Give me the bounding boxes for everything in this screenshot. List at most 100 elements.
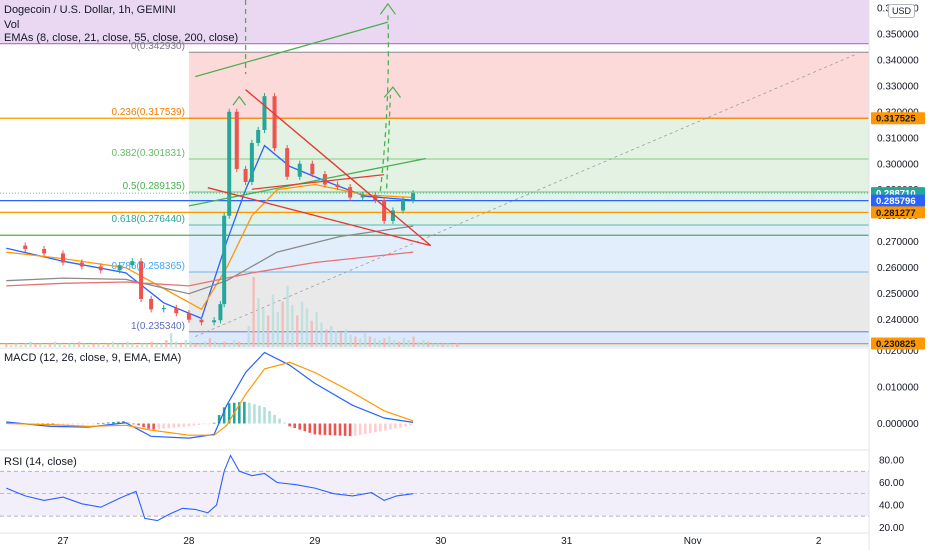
macd-histogram-bar (389, 423, 392, 430)
time-axis-tick: 28 (183, 536, 195, 547)
volume-bar (412, 336, 415, 347)
fib-zone (188, 52, 870, 119)
volume-bar (296, 315, 299, 347)
macd-histogram-bar (263, 407, 266, 424)
price-tag-text: 0.230825 (876, 339, 916, 350)
volume-bar (194, 343, 197, 347)
fib-label: 0(0.342930) (131, 41, 185, 52)
macd-histogram-bar (112, 422, 115, 424)
macd-histogram-bar (313, 423, 317, 435)
volume-bar (407, 340, 410, 347)
macd-histogram-bar (157, 423, 160, 430)
macd-histogram-bar (222, 407, 226, 424)
volume-bar (349, 334, 352, 347)
fib-label: 0.786(0.258365) (112, 261, 185, 272)
candle-body (23, 245, 28, 250)
volume-bar (334, 331, 338, 347)
volume-bar (174, 341, 178, 347)
macd-histogram-bar (107, 422, 110, 424)
macd-histogram-bar (122, 421, 125, 424)
volume-bar (247, 326, 250, 347)
volume-bar (320, 322, 323, 347)
volume-bar (43, 345, 47, 347)
wedge-mid-line (251, 174, 385, 190)
volume-bar (179, 343, 183, 347)
candle-body (174, 308, 179, 314)
macd-histogram-bar (303, 423, 307, 432)
fib-zone (188, 191, 870, 225)
macd-histogram-bar (363, 423, 367, 435)
macd-histogram-bar (379, 423, 382, 432)
macd-histogram-bar (278, 418, 281, 424)
fib-zone-bottom (188, 331, 870, 347)
candle-body (139, 261, 144, 299)
macd-histogram-bar (56, 423, 60, 426)
fib-label: 0.5(0.289135) (123, 181, 185, 192)
symbol-title: Dogecoin / U.S. Dollar, 1h, GEMINI (4, 4, 176, 16)
projection-arrowhead-left (232, 95, 247, 106)
emas-label: EMAs (8, close, 21, close, 55, close, 20… (4, 32, 239, 44)
volume-bar (82, 343, 86, 347)
fib-label: 0.618(0.276440) (112, 214, 185, 225)
volume-bar (368, 336, 372, 347)
volume-bar (77, 341, 81, 347)
volume-bar (39, 343, 42, 347)
volume-bar (344, 329, 347, 347)
volume-bar (9, 345, 13, 347)
volume-bar (252, 277, 255, 347)
fib-label: 0.236(0.317539) (112, 107, 185, 118)
volume-bar (436, 343, 440, 347)
time-axis-tick: Nov (684, 536, 702, 547)
volume-bar (97, 343, 100, 347)
macd-histogram-bar (404, 423, 407, 427)
macd-axis-tick: 0.000000 (877, 419, 919, 430)
candle-body (297, 163, 302, 177)
projection-arrowhead-top (379, 2, 396, 15)
volume-bar (150, 341, 153, 347)
candle-body (249, 142, 254, 182)
price-axis-tick: 0.300000 (877, 159, 919, 170)
volume-bar (232, 340, 236, 347)
macd-histogram-bar (127, 421, 130, 424)
candle-body (348, 187, 353, 198)
macd-histogram-bar (142, 423, 145, 428)
macd-histogram-bar (268, 410, 271, 424)
macd-histogram-bar (258, 405, 261, 424)
candle-body (411, 193, 416, 201)
volume-bar (397, 341, 401, 347)
macd-histogram-bar (333, 423, 337, 436)
signal-line (6, 361, 414, 436)
candle-body (272, 96, 277, 149)
macd-histogram-bar (187, 423, 191, 427)
volume-bar (169, 333, 173, 347)
candle-body (335, 184, 340, 188)
candle-body (42, 249, 47, 254)
volume-bar (53, 341, 56, 347)
volume-bar (237, 341, 241, 347)
candle-body (401, 200, 406, 211)
macd-histogram-bar (409, 423, 412, 426)
volume-bar (126, 341, 129, 347)
volume-bar (286, 285, 289, 347)
volume-bar (58, 343, 61, 347)
time-axis-tick: 27 (57, 536, 69, 547)
candle-body (322, 174, 327, 185)
currency-badge[interactable]: USD (888, 4, 916, 18)
volume-bar (189, 341, 192, 347)
macd-histogram-bar (152, 423, 155, 430)
rsi-label: RSI (14, close) (4, 456, 77, 468)
volume-bar (310, 320, 313, 347)
volume-bar (373, 338, 377, 347)
macd-histogram-bar (248, 402, 251, 424)
candle-body (149, 298, 154, 310)
macd-histogram-bar (368, 423, 372, 434)
volume-bar (392, 340, 396, 347)
macd-axis-tick: 0.020000 (877, 346, 919, 357)
price-axis-tick: 0.340000 (877, 55, 919, 66)
volume-bar (262, 308, 265, 347)
macd-histogram-bar (117, 421, 120, 424)
volume-bar (456, 343, 459, 347)
wedge-lower-line (207, 186, 431, 247)
volume-bar (291, 305, 294, 347)
